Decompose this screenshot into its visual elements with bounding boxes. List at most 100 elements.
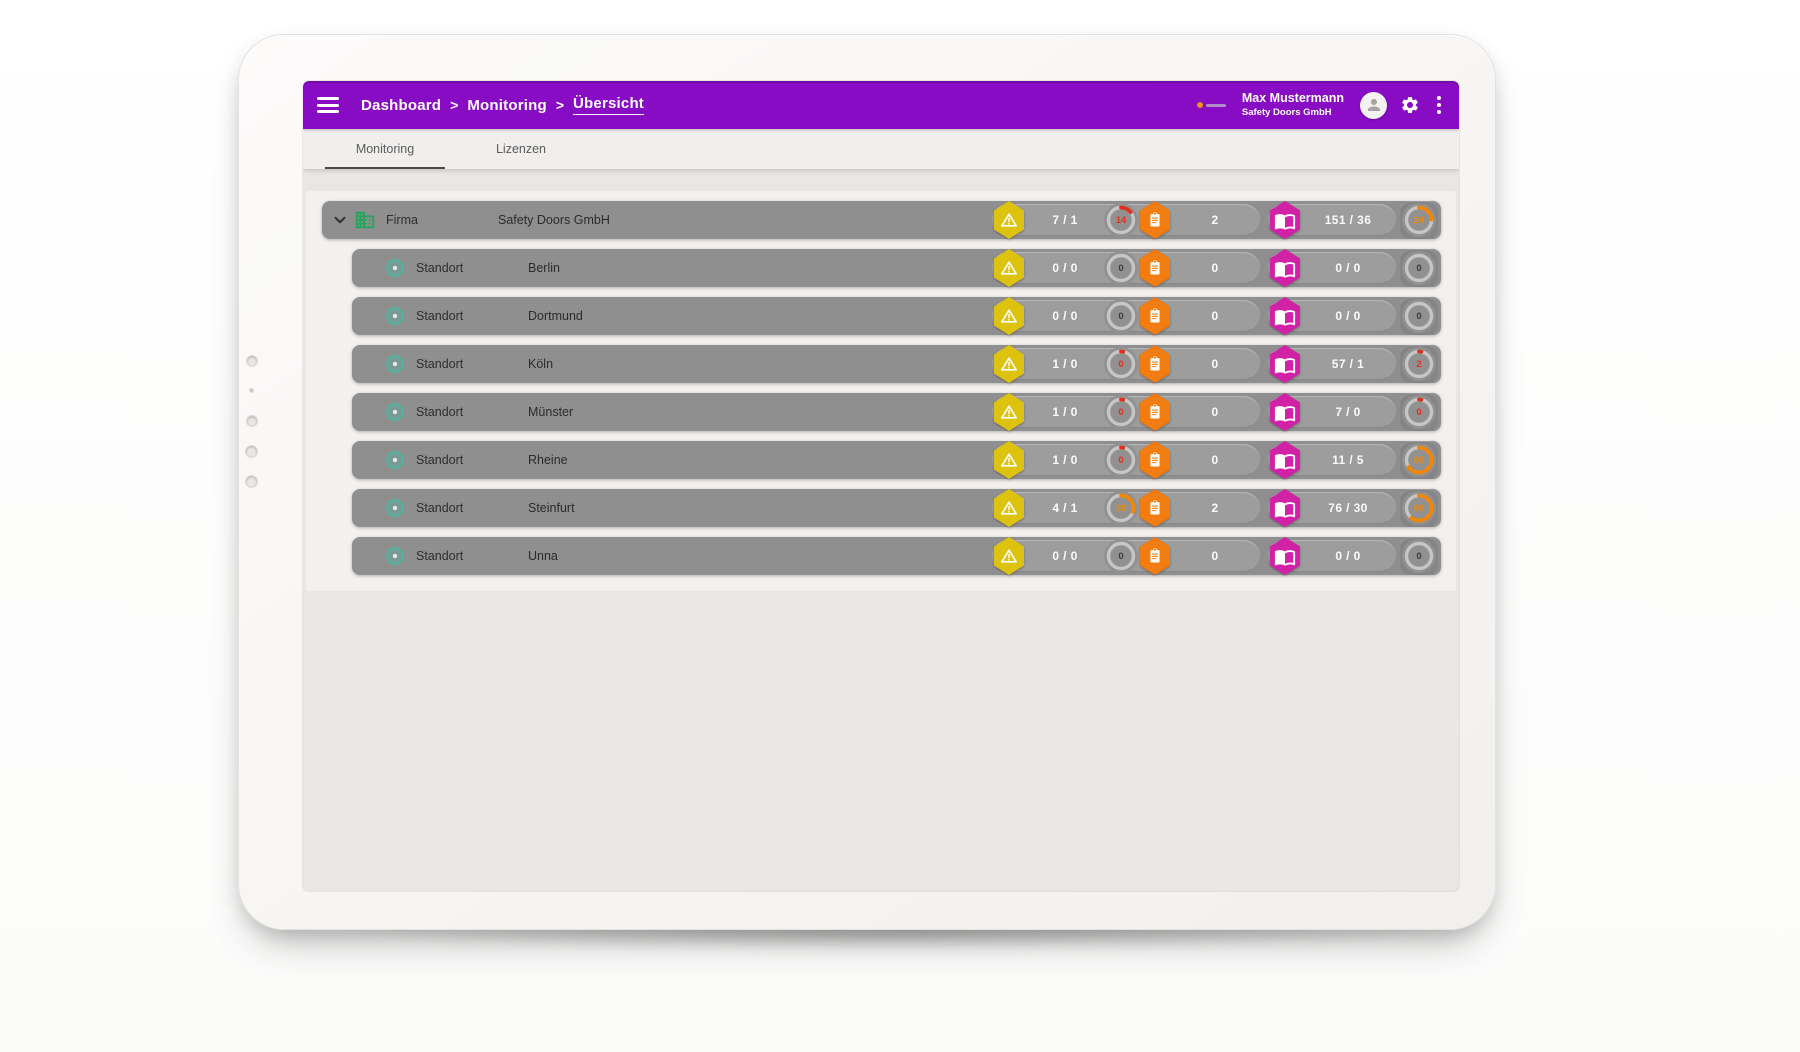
warning-icon xyxy=(992,441,1026,479)
clipboard-icon xyxy=(1138,201,1172,239)
gauge-value: 0 xyxy=(1416,550,1422,562)
task-count: 0 xyxy=(1211,357,1219,371)
reports-pill: 76 / 30 xyxy=(1268,489,1396,527)
tab-lizenzen[interactable]: Lizenzen xyxy=(495,142,547,156)
row-name: Köln xyxy=(528,357,554,371)
location-icon xyxy=(386,355,404,373)
gauge-value: 0 xyxy=(1416,406,1422,418)
tablet-side-button xyxy=(246,415,258,427)
report-gauge-cap: 60 xyxy=(1400,489,1438,527)
report-gauge: 0 xyxy=(1402,539,1436,573)
report-count: 57 / 1 xyxy=(1331,357,1365,371)
tablet-side-button xyxy=(245,475,258,488)
reports-pill: 0 / 0 xyxy=(1268,297,1396,335)
row-name: Safety Doors GmbH xyxy=(498,213,610,227)
kebab-menu-icon[interactable] xyxy=(1433,94,1445,116)
warning-gauge: 30 xyxy=(1104,491,1138,525)
book-icon xyxy=(1268,249,1302,287)
gauge-value: 0 xyxy=(1118,262,1124,274)
location-icon xyxy=(386,307,404,325)
monitoring-row[interactable]: Standort Dortmund 0 / 0 xyxy=(352,297,1441,335)
gauge-value: 0 xyxy=(1118,310,1124,322)
warning-count: 1 / 0 xyxy=(1052,453,1078,467)
row-badges: 4 / 1 30 2 xyxy=(992,489,1438,527)
user-company: Safety Doors GmbH xyxy=(1241,106,1332,118)
breadcrumb-monitoring[interactable]: Monitoring xyxy=(467,96,547,114)
report-gauge: 0 xyxy=(1402,251,1436,285)
row-badges: 0 / 0 0 0 xyxy=(992,249,1438,287)
building-icon xyxy=(355,211,375,229)
warning-count: 4 / 1 xyxy=(1052,501,1078,515)
tab-monitoring[interactable]: Monitoring xyxy=(323,129,447,170)
book-icon xyxy=(1268,393,1302,431)
warning-gauge: 0 xyxy=(1104,539,1138,573)
book-icon xyxy=(1268,537,1302,575)
monitoring-row[interactable]: Standort Rheine 1 / 0 xyxy=(352,441,1441,479)
location-icon xyxy=(386,499,404,517)
brand-dot xyxy=(1196,102,1203,108)
brand-wordmark xyxy=(1205,103,1226,107)
warning-count: 7 / 1 xyxy=(1052,213,1078,227)
gear-icon[interactable] xyxy=(1400,95,1420,115)
chevron-down-icon[interactable] xyxy=(328,208,352,232)
breadcrumb-uebersicht[interactable]: Übersicht xyxy=(573,95,645,115)
user-info: Max Mustermann Safety Doors GmbH xyxy=(1242,91,1344,119)
monitoring-row[interactable]: Standort Köln 1 / 0 xyxy=(352,345,1441,383)
row-badges: 0 / 0 0 0 xyxy=(992,297,1438,335)
task-count: 2 xyxy=(1211,213,1219,227)
report-count: 151 / 36 xyxy=(1324,213,1372,227)
monitoring-row[interactable]: Standort Berlin 0 / 0 xyxy=(352,249,1441,287)
breadcrumb-separator: > xyxy=(555,97,565,113)
tab-bar: Monitoring Lizenzen xyxy=(303,129,1459,170)
row-badges: 1 / 0 0 0 xyxy=(992,393,1438,431)
report-gauge-cap: 24 xyxy=(1400,201,1438,239)
row-type-label: Firma xyxy=(386,213,418,227)
row-type-label: Standort xyxy=(416,501,464,515)
clipboard-icon xyxy=(1138,441,1172,479)
clipboard-icon xyxy=(1138,297,1172,335)
row-name: Dortmund xyxy=(528,309,583,323)
reports-pill: 0 / 0 xyxy=(1268,249,1396,287)
avatar[interactable] xyxy=(1360,91,1387,119)
warnings-tasks-pill: 0 / 0 0 0 xyxy=(992,297,1260,335)
warnings-tasks-pill: 0 / 0 0 0 xyxy=(992,537,1260,575)
user-name: Max Mustermann xyxy=(1241,91,1344,106)
monitoring-row[interactable]: Standort Steinfurt 4 / 1 xyxy=(352,489,1441,527)
row-badges: 1 / 0 0 0 xyxy=(992,441,1438,479)
task-count: 2 xyxy=(1211,501,1219,515)
report-count: 0 / 0 xyxy=(1335,309,1361,323)
tablet-frame: Dashboard > Monitoring > Übersicht Max M… xyxy=(238,34,1496,930)
book-icon xyxy=(1268,297,1302,335)
monitoring-list: Firma Safety Doors GmbH 7 / 1 xyxy=(306,201,1456,575)
person-icon xyxy=(1367,99,1380,111)
warnings-tasks-pill: 1 / 0 0 0 xyxy=(992,345,1260,383)
row-type-label: Standort xyxy=(416,549,464,563)
header-right-cluster: Max Mustermann Safety Doors GmbH xyxy=(1196,91,1459,119)
breadcrumb-dashboard[interactable]: Dashboard xyxy=(361,96,442,114)
monitoring-row[interactable]: Firma Safety Doors GmbH 7 / 1 xyxy=(322,201,1441,239)
hamburger-menu-icon[interactable] xyxy=(317,97,339,113)
report-count: 76 / 30 xyxy=(1328,501,1368,515)
report-count: 7 / 0 xyxy=(1335,405,1361,419)
monitoring-panel: Firma Safety Doors GmbH 7 / 1 xyxy=(306,191,1456,591)
row-type-label: Standort xyxy=(416,357,464,371)
warning-icon xyxy=(992,249,1026,287)
row-name: Steinfurt xyxy=(528,501,575,515)
warning-gauge: 0 xyxy=(1104,251,1138,285)
app-screen: Dashboard > Monitoring > Übersicht Max M… xyxy=(303,81,1459,891)
monitoring-row[interactable]: Standort Unna 0 / 0 xyxy=(352,537,1441,575)
warning-icon xyxy=(992,345,1026,383)
tablet-side-dot xyxy=(249,388,254,393)
monitoring-row[interactable]: Standort Münster 1 / 0 xyxy=(352,393,1441,431)
report-count: 0 / 0 xyxy=(1335,549,1361,563)
gauge-value: 0 xyxy=(1416,310,1422,322)
report-gauge: 0 xyxy=(1402,299,1436,333)
gauge-value: 30 xyxy=(1115,502,1127,514)
warnings-tasks-pill: 4 / 1 30 2 xyxy=(992,489,1260,527)
row-name: Rheine xyxy=(528,453,568,467)
location-icon xyxy=(386,451,404,469)
warning-gauge: 0 xyxy=(1104,299,1138,333)
report-gauge: 2 xyxy=(1402,347,1436,381)
warning-gauge: 14 xyxy=(1104,203,1138,237)
clipboard-icon xyxy=(1138,537,1172,575)
